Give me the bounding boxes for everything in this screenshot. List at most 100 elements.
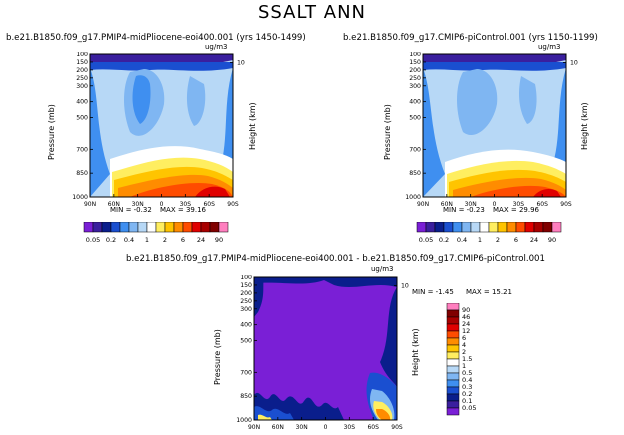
p1-ytick-label: 1000 [72,194,88,201]
p2-left-edge [423,68,445,197]
p2-cbar-cells [416,222,562,233]
p3-cbar-cell [446,309,460,318]
p1-xtick-label: 30S [180,201,192,208]
panel2-min: MIN = -0.23 [443,206,485,214]
panel2-units: ug/m3 [538,43,561,51]
p3-cbar-label: 0.5 [462,369,472,377]
p2-cbar-cell [443,222,454,233]
panel2-max: MAX = 29.96 [493,206,539,214]
p2-ytick-label: 500 [409,115,421,122]
p2-ytick-label: 400 [409,99,421,106]
panel3-y2label: Height (km) [411,328,420,376]
panel3-min: MIN = -1.45 [412,288,454,296]
p1-cbar-cell [101,222,112,233]
p3-cbar-label: 46 [462,313,470,321]
p3-cbar-cells [446,303,460,416]
p3-cbar-cell [446,372,460,381]
p3-ytick-label: 1000 [236,417,252,424]
p2-cbar-label: 0.05 [419,236,433,244]
p3-cbar-label: 0.3 [462,383,472,391]
p3-y2tick-label: 10 [401,283,409,290]
p2-cbar-label: 24 [530,236,538,244]
p3-xtick-label: 30N [296,424,308,431]
p3-top-band [254,277,397,287]
p2-ytick-label: 250 [409,75,421,82]
p3-cbar-cell [446,386,460,395]
p1-ytick-label: 400 [76,99,88,106]
p3-cbar-label: 0.4 [462,376,472,384]
p1-xtick-label: 60N [108,201,120,208]
p1-xtick-label: 90N [84,201,96,208]
p3-cbar-cell [446,337,460,346]
p3-cbar-cell [446,351,460,360]
p1-xtick-label: 60S [203,201,215,208]
panel1-min: MIN = -0.32 [110,206,152,214]
p2-cbar-cell [416,222,427,233]
p1-cbar-cell [218,222,229,233]
p1-y2tick-label: 10 [237,60,245,67]
p1-cbar-label: 0.2 [106,236,116,244]
panel1-ylabel: Pressure (mb) [47,104,56,160]
p1-y2tick-labels: 10 [237,60,245,67]
p1-xtick-label: 90S [227,201,239,208]
panel1-y2label: Height (km) [248,102,257,150]
p3-xtick-label: 90N [248,424,260,431]
p1-cbar-cell [200,222,211,233]
p3-cbar-label: 6 [462,334,466,342]
p3-cbar-cell [446,400,460,409]
p3-ytick-label: 100 [240,275,252,281]
p2-y2tick-label: 10 [570,60,578,67]
p1-left-edge [90,68,110,197]
p2-cbar-label: 0.4 [457,236,467,244]
p3-cbar-cell [446,379,460,388]
p2-upper-blue [423,62,566,71]
p2-cbar-label: 90 [548,236,556,244]
p3-cbar-cell [446,316,460,325]
p1-ytick-label: 300 [76,83,88,90]
panel3-max: MAX = 15.21 [466,288,512,296]
p2-cbar-labels: 0.05 0.2 0.4 1 2 6 24 90 [419,236,556,244]
p2-south-tongue [519,76,537,124]
p2-cbar-cell [452,222,463,233]
figure-title: SSALT ANN [257,2,366,23]
p2-top-band [423,54,566,65]
panel3-ylabel: Pressure (mb) [213,329,222,385]
p3-y2tick-labels: 10 [401,283,409,290]
p2-xtick-label: 30S [513,201,525,208]
p1-cbar-cell [164,222,175,233]
p2-cbar-cell [497,222,508,233]
p1-upper-blue [90,62,233,71]
p2-center-tongue [457,69,498,136]
p3-cbar-label: 0.05 [462,404,476,412]
p3-ytick-label: 200 [240,290,252,297]
p3-cbar-label: 1.5 [462,355,472,363]
p3-ytick-label: 300 [240,306,252,313]
p2-ytick-label: 150 [409,59,421,66]
p2-cbar-label: 1 [478,236,482,244]
p1-ytick-label: 850 [76,170,88,177]
p1-ytick-label: 250 [76,75,88,82]
p3-cbar-cell [446,365,460,374]
p3-ytick-label: 150 [240,282,252,289]
p1-south-tongue [186,76,206,126]
p1-ytick-label: 500 [76,115,88,122]
p3-cbar-label: 1 [462,362,466,370]
panel3-title: b.e21.B1850.f09_g17.PMIP4-midPliocene-eo… [126,254,545,264]
p2-xtick-labels: 90N 60N 30N 0 30S 60S 90S [417,201,572,208]
panel2-ylabel: Pressure (mb) [383,104,392,160]
p1-ytick-label: 150 [76,59,88,66]
p1-ytick-label: 100 [76,52,88,58]
p1-cbar-cell [146,222,157,233]
p2-cbar-cell [434,222,445,233]
p3-ytick-label: 500 [240,338,252,345]
p2-cbar-cell [461,222,472,233]
p2-cbar-cell [488,222,499,233]
p1-cbar-label: 90 [215,236,223,244]
p1-cbar-cell [110,222,121,233]
p2-xtick-label: 0 [493,201,497,208]
p2-cbar-cell [551,222,562,233]
p2-cbar-cell [470,222,481,233]
